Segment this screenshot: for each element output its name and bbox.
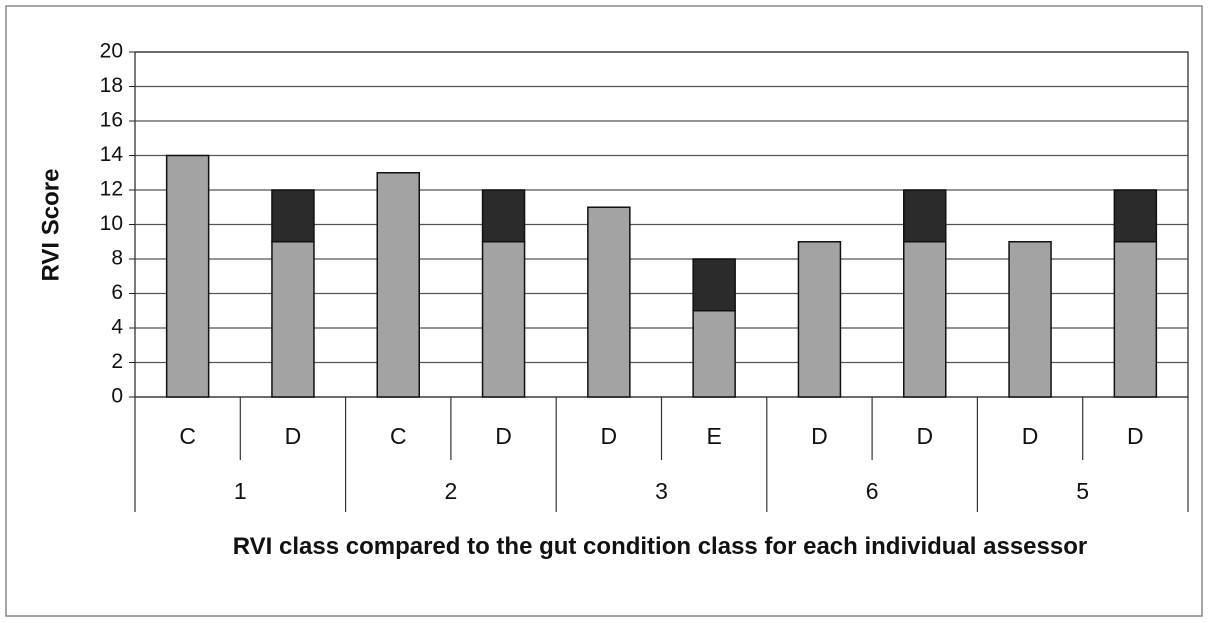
bar-segment — [692, 258, 736, 312]
bar-segment — [1113, 189, 1158, 243]
y-tick-label: 16 — [100, 109, 123, 132]
bar-segment — [271, 189, 315, 243]
x-tick-label: C — [390, 423, 407, 449]
group-label: 5 — [1076, 478, 1089, 504]
x-tick-label: D — [1022, 423, 1039, 449]
x-tick-label: D — [601, 423, 618, 449]
y-tick-label: 18 — [100, 74, 123, 97]
bar-segment — [165, 154, 210, 398]
chart-frame — [5, 5, 1203, 617]
group-label: 6 — [866, 478, 879, 504]
bar-segment — [587, 206, 631, 398]
y-tick-label: 20 — [100, 40, 123, 63]
bar-segment — [481, 241, 526, 398]
x-tick-label: D — [1127, 423, 1144, 449]
bar-segment — [797, 241, 842, 398]
y-axis-label: RVI Score — [37, 169, 64, 282]
bar-segment — [1008, 241, 1052, 398]
y-tick-label: 10 — [100, 212, 123, 235]
y-tick-label: 8 — [111, 247, 123, 270]
x-axis-label: RVI class compared to the gut condition … — [232, 533, 1088, 560]
bar-segment — [903, 241, 947, 398]
x-tick-label: E — [706, 423, 721, 449]
y-tick-label: 14 — [100, 143, 124, 166]
y-tick-label: 12 — [100, 178, 123, 201]
bar-segment — [903, 189, 947, 243]
bar-segment — [376, 172, 420, 398]
x-tick-label: D — [495, 423, 512, 449]
y-tick-label: 0 — [111, 385, 123, 408]
group-label: 1 — [234, 478, 247, 504]
bar-segment — [1113, 241, 1158, 398]
bar-segment — [692, 310, 736, 398]
x-tick-label: D — [811, 423, 828, 449]
x-tick-label: C — [179, 423, 196, 449]
group-label: 3 — [655, 478, 668, 504]
x-tick-label: D — [285, 423, 302, 449]
y-tick-label: 6 — [111, 281, 123, 304]
x-tick-label: D — [916, 423, 933, 449]
bar-segment — [271, 241, 315, 398]
y-tick-label: 2 — [111, 350, 123, 373]
bar-segment — [481, 189, 526, 243]
group-label: 2 — [445, 478, 458, 504]
y-tick-label: 4 — [111, 316, 123, 339]
